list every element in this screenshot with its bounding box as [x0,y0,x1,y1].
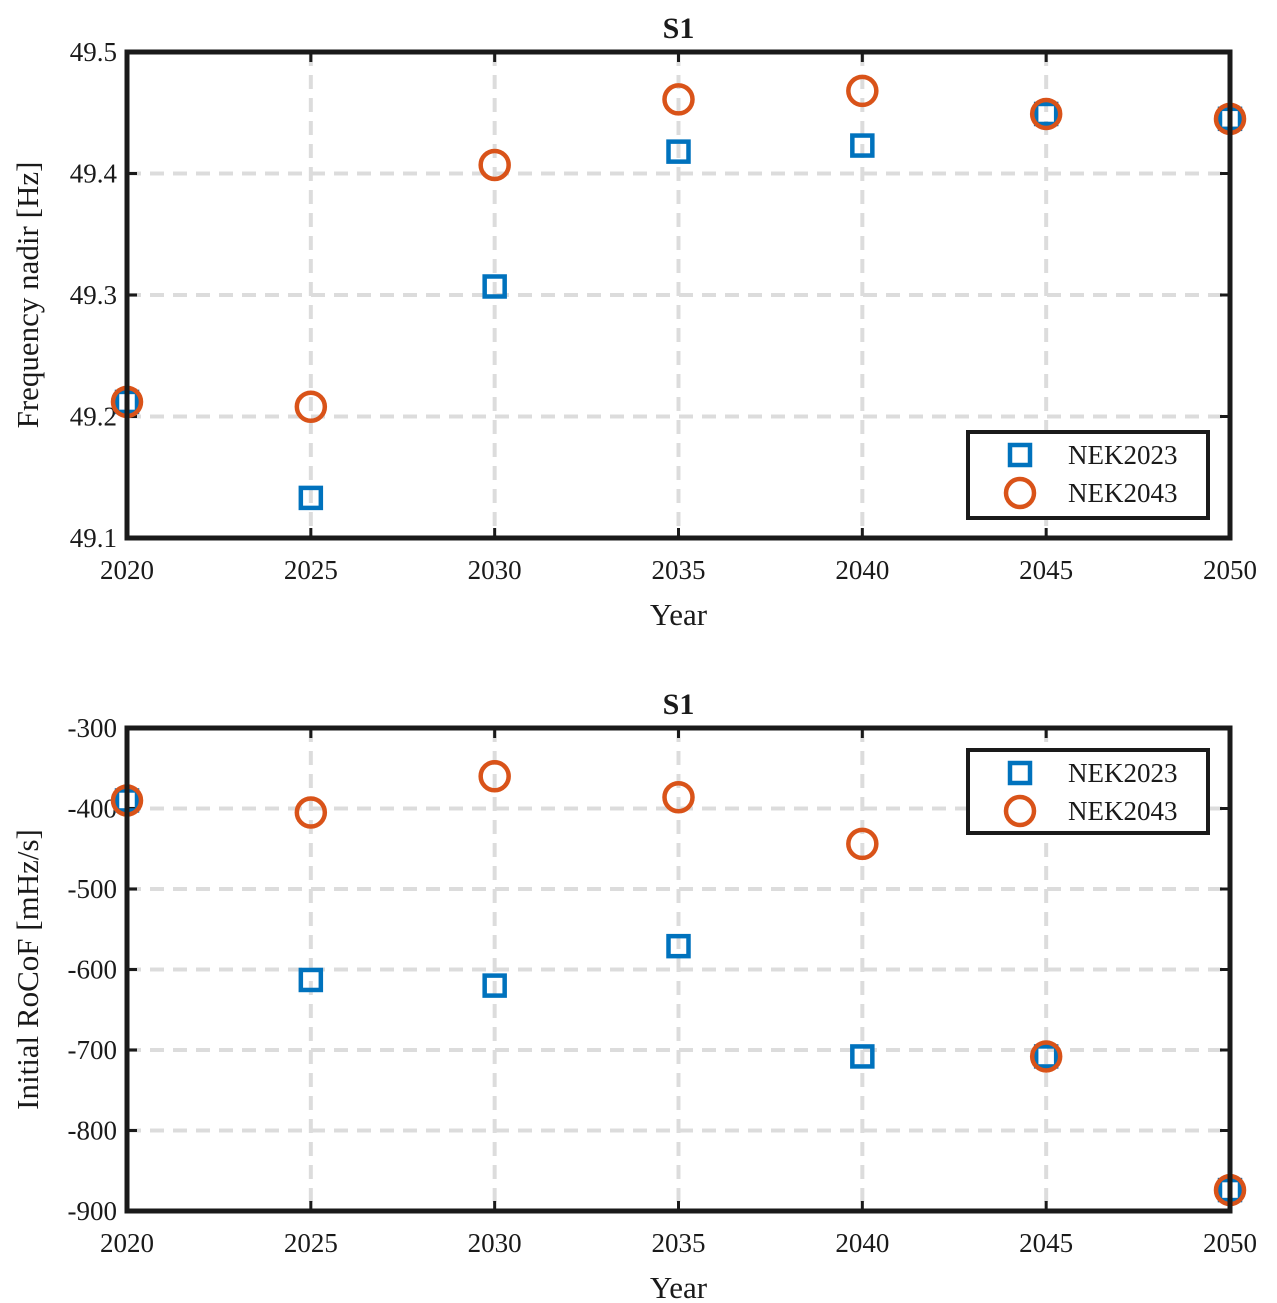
x-tick-label: 2035 [652,1228,706,1258]
x-axis-label: Year [650,1270,708,1303]
axes-box [124,49,1233,541]
data-point-nek2043 [1029,97,1063,131]
y-tick-label: 49.1 [70,523,117,553]
y-tick-label: 49.5 [70,37,117,67]
x-tick-label: 2025 [284,555,338,585]
y-tick-label: 49.4 [70,159,118,189]
y-tick-label: 49.3 [70,280,117,310]
data-point-nek2023 [298,485,324,511]
chart-initial-rocof: 2020 2025 2030 2035 2040 2045 2050 -900 -800 -700… [10,688,1257,1303]
x-tick-label: 2040 [835,1228,889,1258]
legend-label-nek2043: NEK2043 [1068,478,1178,508]
chart-title: S1 [663,688,695,721]
data-point-nek2043 [478,148,511,182]
data-point-nek2043 [662,83,695,116]
legend-marker-nek2023 [1007,442,1033,468]
data-point-nek2023 [850,1044,875,1069]
y-tick-label: -800 [68,1116,118,1146]
y-tick-label: -900 [68,1196,118,1226]
data-point-nek2043 [662,780,695,814]
data-point-nek2023 [666,933,691,959]
data-point-nek2023 [1033,101,1059,127]
legend-marker-nek2043 [1003,476,1037,510]
legend-marker-nek2023 [1007,760,1033,786]
x-tick-label: 2030 [468,555,522,585]
y-tick-label: -500 [68,874,118,904]
y-tick-label: -700 [68,1035,118,1065]
chart-title: S1 [663,12,695,45]
data-point-nek2043 [1029,1040,1063,1073]
data-point-nek2043 [478,760,511,793]
data-point-nek2043 [294,390,328,424]
y-tick-label: -400 [68,794,118,824]
legend-marker-nek2043 [1003,794,1037,828]
data-point-nek2043 [294,796,328,829]
data-point-nek2043 [846,74,879,108]
x-tick-label: 2020 [100,1228,154,1258]
data-point-nek2023 [666,139,691,164]
x-tick-label: 2030 [468,1228,522,1258]
x-tick-label: 2020 [100,555,154,585]
x-axis-label: Year [650,597,708,632]
y-axis-label: Initial RoCoF [mHz/s] [10,829,45,1110]
x-tick-label: 2050 [1203,555,1257,585]
y-tick-label: -300 [68,713,118,743]
x-tick-label: 2045 [1019,555,1073,585]
axes-box [124,725,1233,1214]
data-point-nek2023 [482,973,507,998]
data-point-nek2023 [850,133,875,158]
y-tick-label: 49.2 [70,402,117,432]
x-tick-label: 2050 [1203,1228,1257,1258]
y-tick-label: -600 [68,955,118,985]
data-point-nek2023 [298,967,324,993]
x-tick-label: 2040 [835,555,889,585]
legend-label-nek2023: NEK2023 [1068,440,1178,470]
y-axis-label: Frequency nadir [Hz] [10,162,45,429]
legend-label-nek2023: NEK2023 [1068,758,1178,788]
data-point-nek2023 [482,274,507,299]
chart-frequency-nadir: 2020 2025 2030 2035 2040 2045 2050 49.1 49.2 49.3… [10,12,1257,632]
legend-label-nek2043: NEK2043 [1068,796,1178,826]
x-tick-label: 2045 [1019,1228,1073,1258]
data-point-nek2043 [846,827,879,861]
x-tick-label: 2025 [284,1228,338,1258]
data-point-nek2023 [1033,1044,1059,1069]
x-tick-label: 2035 [652,555,706,585]
